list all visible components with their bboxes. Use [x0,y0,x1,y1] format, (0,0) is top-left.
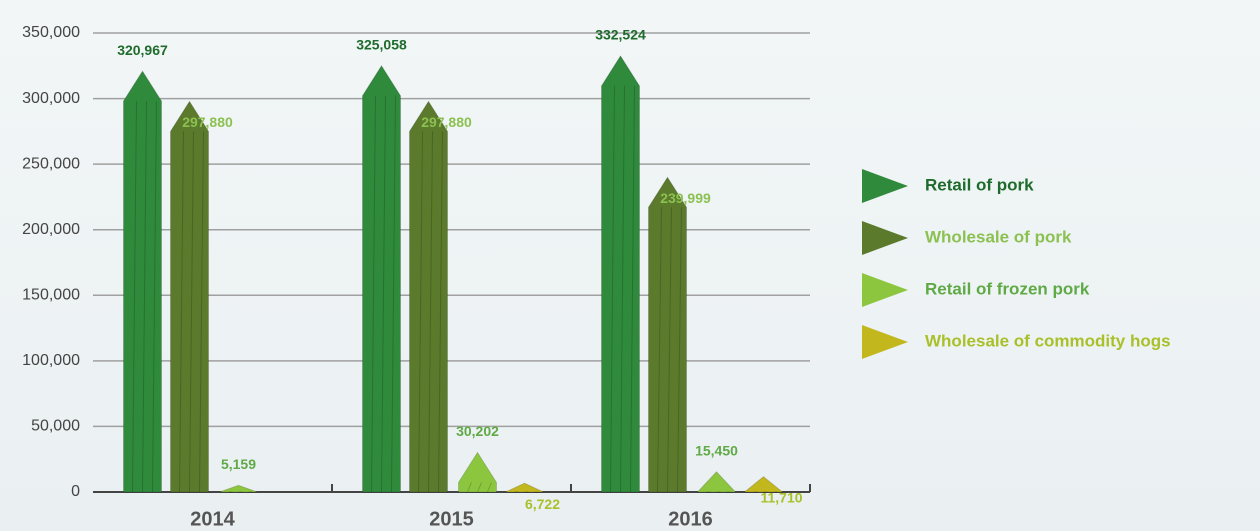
value-label: 320,967 [117,42,168,58]
y-tick-label: 200,000 [22,221,80,238]
value-label: 5,159 [221,456,256,472]
value-label: 11,710 [760,489,802,505]
legend-label: Wholesale of pork [925,227,1072,246]
y-tick-label: 250,000 [22,155,80,172]
legend-marker [862,273,908,307]
y-tick-label: 300,000 [22,90,80,107]
value-label: 239,999 [660,190,711,206]
value-label: 332,524 [595,27,646,43]
x-tick-label: 2015 [429,508,474,530]
legend-label: Retail of pork [925,175,1034,194]
legend-marker [862,325,908,359]
value-label: 297,880 [421,114,472,130]
y-tick-label: 350,000 [22,24,80,41]
value-label: 297,880 [182,114,233,130]
y-tick-label: 0 [71,483,80,500]
x-tick-label: 2014 [190,508,235,530]
x-tick-label: 2016 [668,508,713,530]
value-label: 30,202 [456,423,499,439]
value-label: 6,722 [525,496,560,512]
legend-label: Retail of frozen pork [925,279,1090,298]
legend-label: Wholesale of commodity hogs [925,331,1171,350]
legend-marker [862,169,908,203]
bar [220,485,258,492]
chart: 0 50,000 100,000 150,000 200,000 250,000 300,0… [0,0,1260,531]
value-label: 325,058 [356,36,407,52]
bar [698,472,736,492]
y-tick-label: 100,000 [22,352,80,369]
y-tick-label: 50,000 [31,418,80,435]
bar [506,483,544,492]
y-tick-label: 150,000 [22,287,80,304]
bar [459,452,497,492]
value-label: 15,450 [695,442,738,458]
legend-marker [862,221,908,255]
